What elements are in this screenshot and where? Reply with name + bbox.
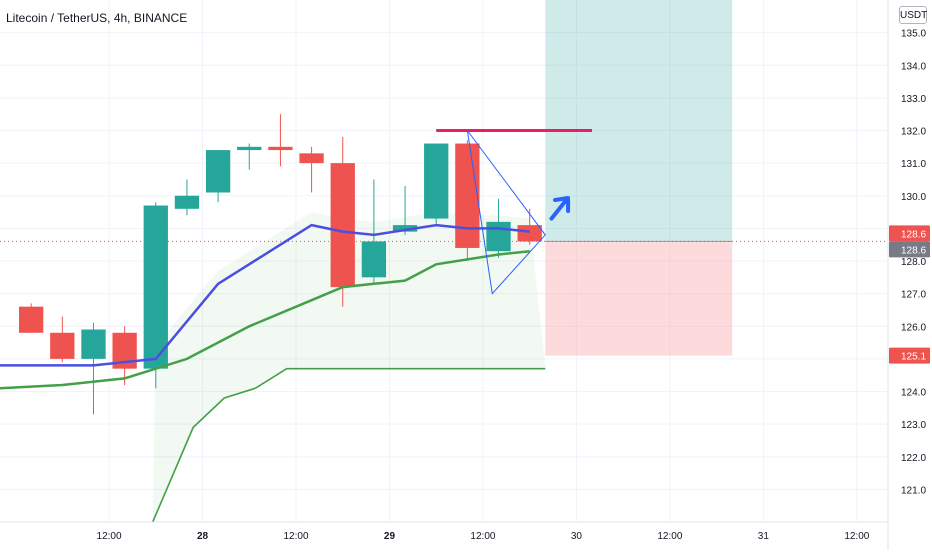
candle-body: [50, 332, 75, 359]
price-label-text: 128.6: [901, 229, 926, 240]
indicator-lines: [0, 223, 546, 523]
time-tick-label: 30: [571, 531, 583, 542]
candle-up: [174, 179, 200, 216]
cloud-fill: [152, 212, 546, 522]
time-tick-label: 12:00: [844, 531, 869, 542]
candle-down: [299, 146, 324, 193]
candle-body: [424, 143, 449, 219]
candle-up: [392, 185, 418, 235]
candle-body: [517, 225, 542, 242]
candle-up: [424, 143, 449, 226]
candle-body: [486, 221, 511, 252]
candle-down: [50, 316, 75, 363]
chart-title: Litecoin / TetherUS, 4h, BINANCE: [6, 11, 188, 25]
time-tick-label: 29: [384, 531, 396, 542]
price-tick-label: 131.0: [901, 159, 926, 170]
time-tick-label: 12:00: [97, 531, 122, 542]
time-tick-label: 12:00: [283, 531, 308, 542]
time-tick-label: 28: [197, 531, 209, 542]
price-tick-label: 124.0: [901, 388, 926, 399]
price-tick-label: 134.0: [901, 61, 926, 72]
price-label-box: [889, 241, 930, 258]
candle-body: [19, 306, 44, 333]
candle-down: [19, 303, 44, 333]
stop-zone: [545, 241, 733, 356]
price-tick-label: 127.0: [901, 290, 926, 301]
candles[interactable]: [19, 114, 542, 415]
lower-band-line: [151, 367, 546, 523]
candle-body: [143, 205, 168, 369]
price-label-text: 128.6: [901, 245, 926, 256]
price-tick-label: 130.0: [901, 192, 926, 203]
candle-body: [81, 329, 106, 359]
candle-down: [455, 140, 480, 261]
candle-body: [237, 146, 262, 151]
ema-fast-line: [0, 223, 530, 367]
price-tick-label: 135.0: [901, 29, 926, 40]
price-label-down: 128.6: [889, 225, 930, 242]
price-tick-label: 126.0: [901, 322, 926, 333]
candle-body: [392, 225, 418, 232]
price-tick-label: 128.0: [901, 257, 926, 268]
price-label-down: 125.1: [889, 347, 930, 364]
time-tick-label: 12:00: [657, 531, 682, 542]
candle-body: [361, 241, 387, 278]
time-tick-label: 31: [758, 531, 770, 542]
forecast-arrow-shaft: [549, 197, 570, 221]
candle-up: [486, 199, 511, 258]
candle-body: [299, 153, 324, 164]
candle-body: [455, 143, 480, 248]
band-fill: [152, 212, 546, 522]
forecast-arrow-head: [553, 196, 571, 214]
price-label-box: [889, 225, 930, 242]
triangle-pattern: [466, 130, 546, 295]
time-tick-label: 12:00: [470, 531, 495, 542]
candle-down: [330, 137, 355, 307]
candle-body: [174, 195, 200, 209]
price-tick-label: 132.0: [901, 127, 926, 138]
price-tick-label: 121.0: [901, 485, 926, 496]
candle-up: [237, 143, 262, 170]
candle-body: [268, 146, 293, 151]
candle-up: [205, 150, 231, 203]
drawings[interactable]: [436, 129, 592, 295]
target-zone: [545, 0, 733, 242]
price-tick-label: 122.0: [901, 453, 926, 464]
candle-up: [361, 179, 387, 284]
ema-slow-line: [0, 249, 530, 390]
price-label-box: [889, 347, 930, 364]
price-tick-label: 133.0: [901, 94, 926, 105]
candle-up: [81, 322, 106, 415]
price-tick-label: 123.0: [901, 420, 926, 431]
candle-up: [143, 202, 168, 389]
currency-badge[interactable]: USDT: [899, 6, 927, 24]
candle-down: [268, 114, 293, 167]
candle-body: [330, 163, 355, 288]
price-label-text: 125.1: [901, 352, 926, 363]
candle-body: [205, 150, 231, 193]
long-position-zones[interactable]: [545, 0, 733, 356]
price-label-gray: 128.6: [889, 241, 930, 258]
